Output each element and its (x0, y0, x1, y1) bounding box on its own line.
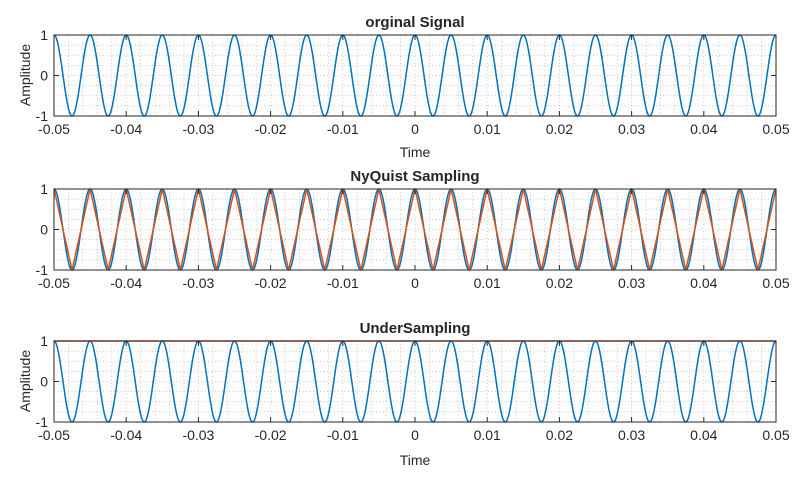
subplot-title: UnderSampling (360, 320, 471, 337)
y-tick-label: -1 (36, 414, 49, 430)
x-tick-label: 0.05 (762, 427, 789, 443)
x-tick-label: 0.03 (618, 275, 645, 291)
x-tick-label: -0.05 (38, 427, 70, 443)
x-tick-label: -0.04 (110, 275, 142, 291)
x-tick-label: 0.03 (618, 427, 645, 443)
x-tick-label: 0.01 (474, 427, 501, 443)
y-tick-label: 1 (40, 27, 48, 43)
x-tick-label: 0.03 (618, 121, 645, 137)
y-tick-label: -1 (36, 108, 49, 124)
x-tick-label: -0.03 (182, 275, 214, 291)
x-tick-label: 0.05 (762, 275, 789, 291)
x-tick-label: -0.02 (255, 121, 287, 137)
x-tick-label: -0.03 (182, 121, 214, 137)
y-tick-label: 1 (40, 333, 48, 349)
x-tick-label: -0.02 (255, 275, 287, 291)
plot-content: -0.05 -0.04 -0.03 -0.02 -0.01 0 0.01 0.02 0.03 0.… (36, 181, 790, 291)
plot-content: -0.05 -0.04 -0.03 -0.02 -0.01 0 0.01 0.02 0.03 0.… (36, 333, 790, 443)
x-tick-label: -0.05 (38, 121, 70, 137)
x-tick-label: 0.01 (474, 275, 501, 291)
x-tick-label: 0.04 (690, 427, 717, 443)
y-tick-label: -1 (36, 262, 49, 278)
subplot-nyquist-sampling: NyQuist Sampling -0.05 -0.04 -0.03 -0.02 -0.… (36, 168, 790, 291)
x-tick-label: -0.05 (38, 275, 70, 291)
y-tick-label: 0 (40, 374, 48, 390)
x-tick-label: 0.04 (690, 275, 717, 291)
x-axis-label: Time (400, 144, 431, 160)
x-tick-label: 0.01 (474, 121, 501, 137)
y-axis-label: Amplitude (17, 350, 33, 412)
x-tick-label: 0 (411, 275, 419, 291)
subplot-title: NyQuist Sampling (350, 168, 479, 185)
x-tick-label: -0.01 (327, 275, 359, 291)
y-axis-label: Amplitude (17, 44, 33, 106)
x-tick-label: -0.03 (182, 427, 214, 443)
x-tick-label: -0.02 (255, 427, 287, 443)
x-tick-label: 0 (411, 121, 419, 137)
x-tick-label: 0.02 (546, 121, 573, 137)
subplot-title: orginal Signal (365, 14, 464, 31)
plot-content: -0.05 -0.04 -0.03 -0.02 -0.01 0 0.01 0.02 0.03 0.… (36, 27, 790, 137)
x-tick-label: 0.04 (690, 121, 717, 137)
x-tick-label: 0.05 (762, 121, 789, 137)
subplot-undersampling: UnderSampling -0.05 -0.04 -0.03 -0.02 -0.01 0… (17, 320, 790, 468)
x-tick-label: -0.04 (110, 427, 142, 443)
y-tick-label: 0 (40, 222, 48, 238)
subplot-original-signal: orginal Signal -0.05 -0.04 -0.03 -0.02 -0.01… (17, 14, 790, 160)
y-tick-label: 0 (40, 68, 48, 84)
x-tick-label: 0 (411, 427, 419, 443)
x-tick-label: 0.02 (546, 275, 573, 291)
x-tick-label: -0.01 (327, 427, 359, 443)
x-tick-label: -0.04 (110, 121, 142, 137)
y-tick-label: 1 (40, 181, 48, 197)
x-tick-label: 0.02 (546, 427, 573, 443)
x-tick-label: -0.01 (327, 121, 359, 137)
x-axis-label: Time (400, 452, 431, 468)
